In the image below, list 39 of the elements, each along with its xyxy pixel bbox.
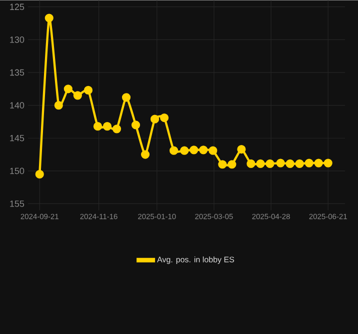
point xyxy=(256,159,265,168)
legend-label: Avg. pos. in lobby ES xyxy=(157,256,234,264)
point xyxy=(228,160,236,169)
point xyxy=(199,145,208,154)
point xyxy=(170,146,178,155)
point xyxy=(295,159,304,168)
point xyxy=(160,113,169,122)
point xyxy=(35,170,44,178)
y-tick-label: 130 xyxy=(10,36,24,43)
point xyxy=(180,146,189,155)
point xyxy=(190,145,198,154)
point xyxy=(112,124,122,134)
y-tick-label: 155 xyxy=(10,200,24,207)
point xyxy=(314,158,323,168)
point xyxy=(304,158,314,168)
y-tick-label: 140 xyxy=(10,102,24,108)
point xyxy=(246,159,256,168)
y-tick-label: 145 xyxy=(10,134,24,142)
point xyxy=(286,159,294,168)
point xyxy=(218,160,227,169)
point xyxy=(266,159,274,168)
point xyxy=(73,91,82,100)
point xyxy=(324,158,332,168)
y-tick-label: 135 xyxy=(10,69,24,76)
point xyxy=(102,122,112,130)
point xyxy=(64,84,72,94)
point xyxy=(54,100,63,110)
point xyxy=(44,14,54,22)
point xyxy=(150,114,160,124)
point xyxy=(93,122,102,130)
y-tick-label: 150 xyxy=(10,168,24,174)
y-tick-label: 125 xyxy=(10,4,24,10)
point xyxy=(122,92,131,102)
point xyxy=(84,86,93,94)
point xyxy=(237,144,246,154)
point xyxy=(131,120,140,130)
point xyxy=(208,146,218,155)
point xyxy=(276,158,285,168)
point xyxy=(140,150,150,159)
